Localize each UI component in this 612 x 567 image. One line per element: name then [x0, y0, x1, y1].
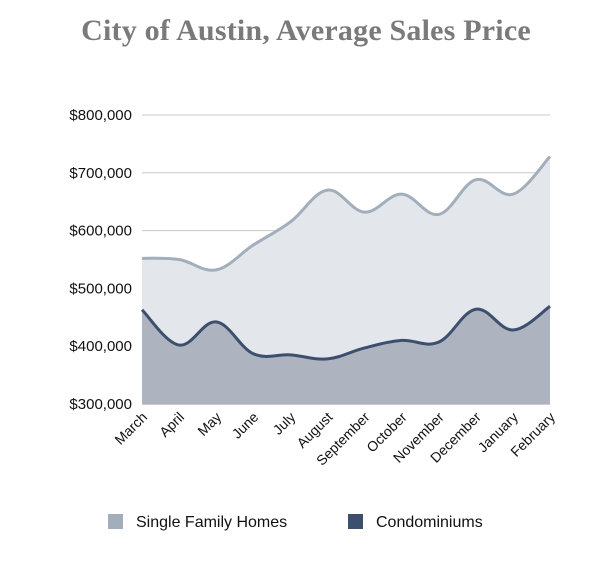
legend-swatch	[108, 514, 123, 529]
series-line-0	[141, 155, 552, 272]
legend-swatch	[348, 514, 363, 529]
y-axis: $300,000 $400,000 $500,000 $600,000 $700,000…	[69, 107, 132, 413]
y-tick-label: $600,000	[69, 223, 132, 240]
chart-title: City of Austin, Average Sales Price	[81, 14, 531, 47]
y-tick-label: $500,000	[69, 280, 132, 297]
legend: Single Family Homes Condominiums	[108, 514, 483, 531]
series-lines	[140, 155, 552, 361]
x-tick-label: June	[229, 409, 262, 442]
x-tick-label: March	[111, 409, 150, 448]
y-tick-label: $300,000	[69, 396, 132, 413]
x-axis: March April May June JulyAugustSeptemberOcto…	[111, 409, 558, 469]
legend-label: Single Family Homes	[136, 514, 287, 531]
x-tick-label: July	[270, 409, 299, 438]
x-tick-label: May	[194, 409, 224, 439]
legend-label: Condominiums	[376, 514, 483, 531]
x-tick-label: April	[156, 409, 187, 440]
y-tick-label: $400,000	[69, 338, 132, 355]
series-line-1	[140, 305, 551, 361]
y-tick-label: $800,000	[69, 107, 132, 124]
y-tick-label: $700,000	[69, 165, 132, 182]
series-areas	[142, 156, 550, 404]
